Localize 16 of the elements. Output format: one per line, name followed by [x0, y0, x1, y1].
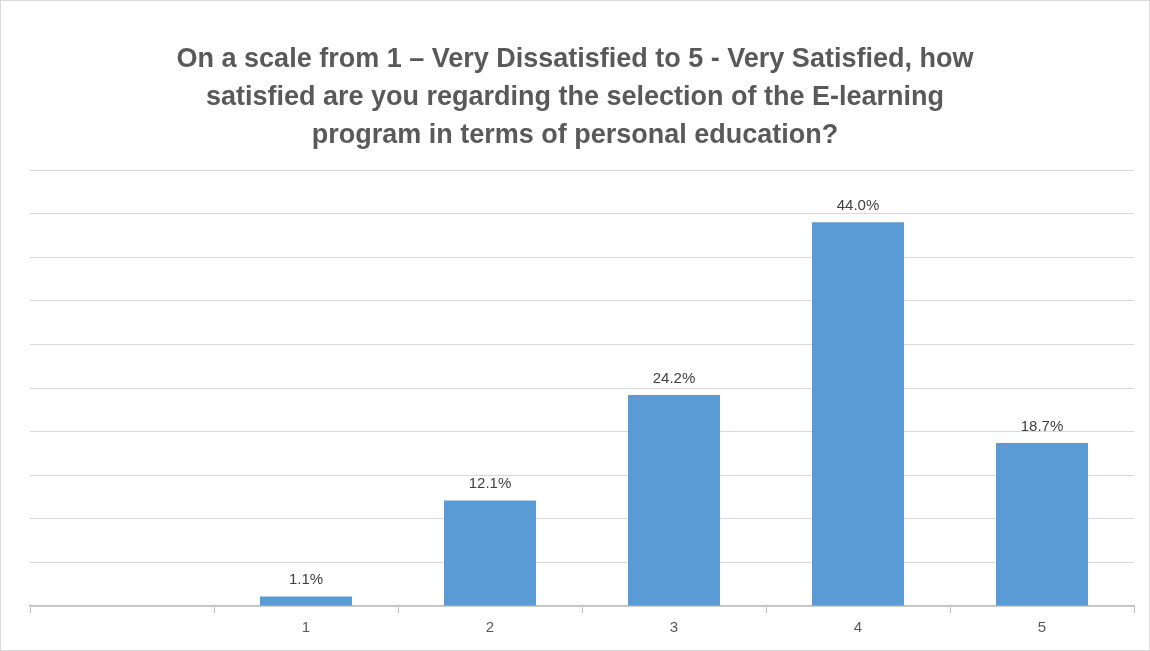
- data-label: 24.2%: [652, 368, 696, 386]
- chart-title: On a scale from 1 – Very Dissatisfied to 5 - Very Satisfied, how satisfied are you regarding the selection of the E-learning program in terms of personal education?: [175, 42, 975, 151]
- bar: [260, 596, 352, 606]
- bar: [444, 500, 536, 606]
- bar: [996, 442, 1088, 606]
- data-label: 18.7%: [1020, 416, 1064, 434]
- bar: [628, 394, 720, 606]
- x-tick-label: 5: [1037, 618, 1047, 636]
- bar: [812, 222, 904, 606]
- x-tick-label: 4: [853, 618, 863, 636]
- data-label: 12.1%: [468, 474, 512, 492]
- data-label: 1.1%: [288, 570, 324, 588]
- x-tick-label: 1: [301, 618, 311, 636]
- data-label: 44.0%: [836, 195, 880, 213]
- x-tick-label: 2: [485, 618, 495, 636]
- x-tick-label: 3: [669, 618, 679, 636]
